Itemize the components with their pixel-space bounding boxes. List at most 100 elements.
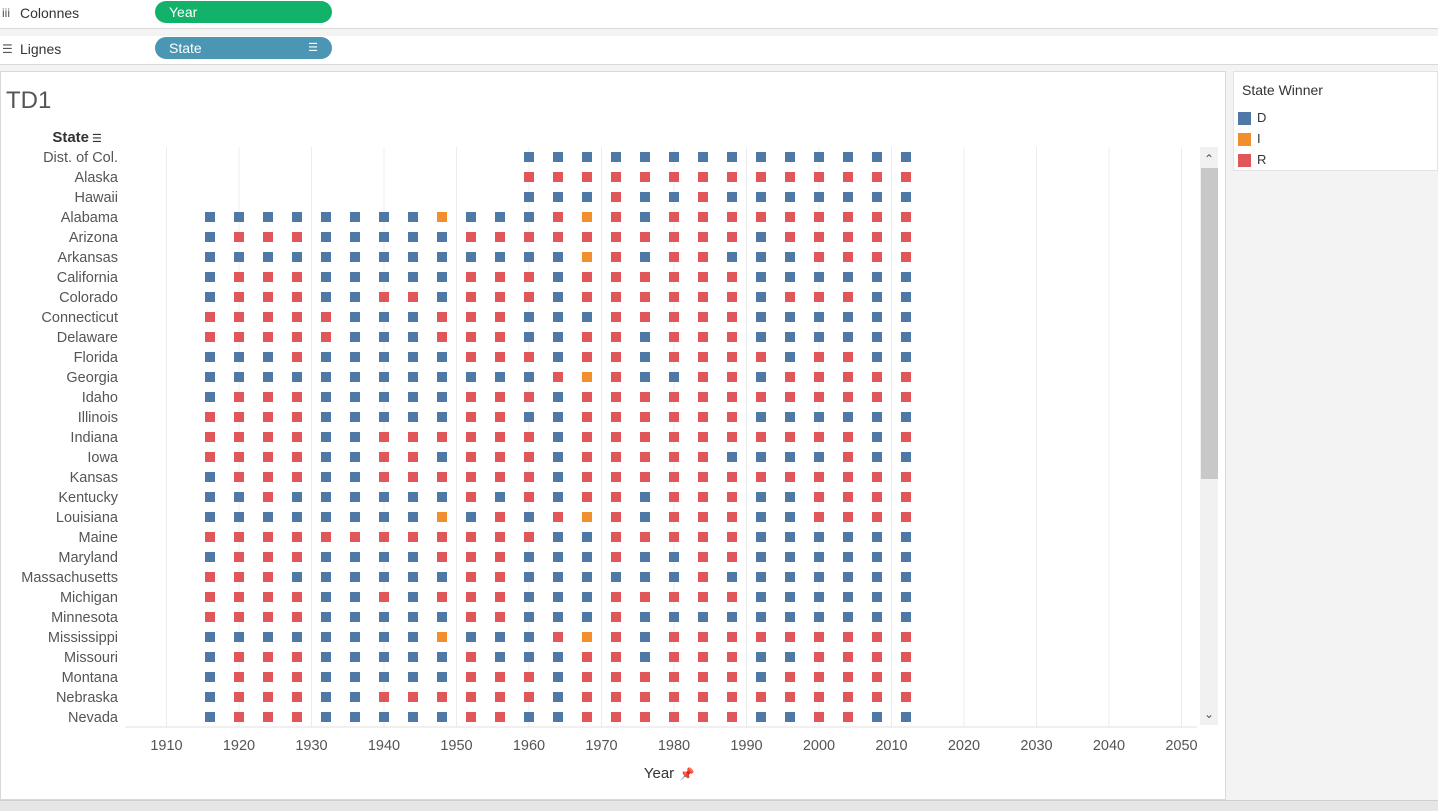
mark-kentucky-1992: [756, 492, 766, 502]
mark-arkansas-1920: [234, 252, 244, 262]
mark-iowa-1936: [350, 452, 360, 462]
state-label-louisiana: Louisiana: [56, 510, 119, 526]
mark-illinois-1928: [292, 412, 302, 422]
mark-arizona-1956: [495, 232, 505, 242]
mark-kentucky-1976: [640, 492, 650, 502]
mark-idaho-1952: [466, 392, 476, 402]
mark-delaware-1956: [495, 332, 505, 342]
state-label-massachusetts: Massachusetts: [21, 570, 118, 586]
mark-nevada-1980: [669, 712, 679, 722]
mark-alabama-1928: [292, 212, 302, 222]
state-label-minnesota: Minnesota: [51, 610, 119, 626]
mark-delaware-1964: [553, 332, 563, 342]
scroll-down-icon[interactable]: ⌄: [1204, 707, 1214, 721]
mark-maryland-1972: [611, 552, 621, 562]
mark-illinois-1976: [640, 412, 650, 422]
mark-arkansas-1952: [466, 252, 476, 262]
mark-dist-of-col-1972: [611, 152, 621, 162]
mark-maine-1968: [582, 532, 592, 542]
mark-arizona-1936: [350, 232, 360, 242]
mark-michigan-1928: [292, 592, 302, 602]
mark-arizona-1952: [466, 232, 476, 242]
mark-florida-2000: [814, 352, 824, 362]
mark-massachusetts-1916: [205, 572, 215, 582]
mark-california-1936: [350, 272, 360, 282]
mark-california-1968: [582, 272, 592, 282]
mark-alaska-1964: [553, 172, 563, 182]
mark-indiana-1972: [611, 432, 621, 442]
mark-montana-1928: [292, 672, 302, 682]
mark-massachusetts-1924: [263, 572, 273, 582]
mark-colorado-1944: [408, 292, 418, 302]
mark-maryland-1960: [524, 552, 534, 562]
sort-icon[interactable]: ☰: [308, 37, 318, 59]
scroll-up-icon[interactable]: ⌃: [1204, 152, 1214, 166]
mark-illinois-1988: [727, 412, 737, 422]
x-tick-label-2050: 2050: [1165, 738, 1197, 754]
mark-florida-1960: [524, 352, 534, 362]
mark-alabama-1964: [553, 212, 563, 222]
mark-colorado-1940: [379, 292, 389, 302]
mark-montana-1948: [437, 672, 447, 682]
mark-hawaii-1964: [553, 192, 563, 202]
mark-florida-1992: [756, 352, 766, 362]
mark-maryland-1988: [727, 552, 737, 562]
mark-maine-2012: [901, 532, 911, 542]
state-label-missouri: Missouri: [64, 650, 118, 666]
mark-mississippi-1920: [234, 632, 244, 642]
mark-michigan-1968: [582, 592, 592, 602]
year-pill[interactable]: Year: [155, 1, 332, 23]
mark-maine-1924: [263, 532, 273, 542]
mark-connecticut-1984: [698, 312, 708, 322]
mark-kansas-1984: [698, 472, 708, 482]
mark-maryland-1956: [495, 552, 505, 562]
mark-connecticut-1920: [234, 312, 244, 322]
mark-minnesota-1976: [640, 612, 650, 622]
mark-indiana-1992: [756, 432, 766, 442]
mark-georgia-1936: [350, 372, 360, 382]
mark-colorado-1976: [640, 292, 650, 302]
state-pill[interactable]: State ☰: [155, 37, 332, 59]
mark-montana-1956: [495, 672, 505, 682]
mark-colorado-2012: [901, 292, 911, 302]
mark-massachusetts-1980: [669, 572, 679, 582]
x-tick-label-1980: 1980: [658, 738, 690, 754]
mark-florida-2008: [872, 352, 882, 362]
mark-georgia-1956: [495, 372, 505, 382]
mark-georgia-1940: [379, 372, 389, 382]
mark-louisiana-1988: [727, 512, 737, 522]
mark-missouri-1916: [205, 652, 215, 662]
mark-missouri-1972: [611, 652, 621, 662]
rows-shelf-label: Lignes: [20, 41, 61, 57]
mark-kentucky-1968: [582, 492, 592, 502]
mark-georgia-1944: [408, 372, 418, 382]
mark-delaware-2000: [814, 332, 824, 342]
mark-arkansas-1944: [408, 252, 418, 262]
mark-michigan-1952: [466, 592, 476, 602]
mark-minnesota-1916: [205, 612, 215, 622]
mark-missouri-1980: [669, 652, 679, 662]
mark-california-1996: [785, 272, 795, 282]
mark-connecticut-1988: [727, 312, 737, 322]
mark-nebraska-1984: [698, 692, 708, 702]
mark-nevada-1952: [466, 712, 476, 722]
mark-maryland-2004: [843, 552, 853, 562]
mark-florida-1968: [582, 352, 592, 362]
mark-arizona-2012: [901, 232, 911, 242]
mark-iowa-1968: [582, 452, 592, 462]
scrollbar-thumb[interactable]: [1201, 168, 1218, 479]
mark-idaho-1932: [321, 392, 331, 402]
mark-kansas-2000: [814, 472, 824, 482]
mark-arkansas-1916: [205, 252, 215, 262]
mark-indiana-1932: [321, 432, 331, 442]
state-label-maine: Maine: [79, 530, 119, 546]
mark-california-1980: [669, 272, 679, 282]
mark-illinois-2004: [843, 412, 853, 422]
mark-florida-1964: [553, 352, 563, 362]
mark-colorado-1928: [292, 292, 302, 302]
mark-louisiana-2004: [843, 512, 853, 522]
mark-dist-of-col-1968: [582, 152, 592, 162]
mark-idaho-1928: [292, 392, 302, 402]
mark-delaware-1940: [379, 332, 389, 342]
mark-michigan-1940: [379, 592, 389, 602]
